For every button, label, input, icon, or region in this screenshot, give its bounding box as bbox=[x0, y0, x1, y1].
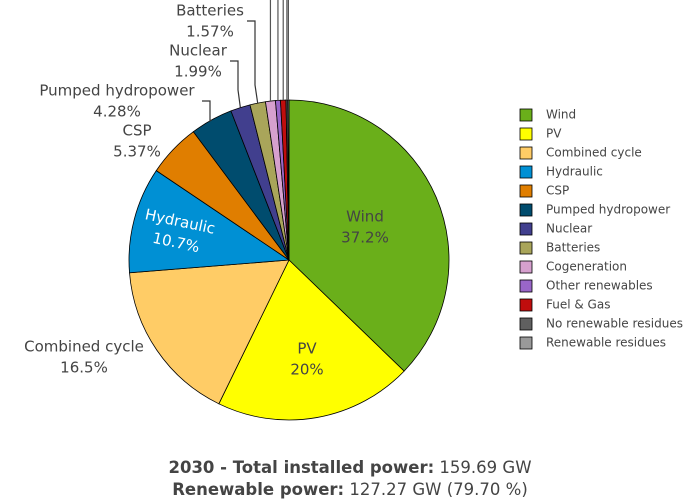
renewable-power-label: Renewable power: bbox=[172, 480, 345, 499]
legend-swatch-fuel-gas[interactable] bbox=[519, 298, 533, 312]
slice-name-wind: Wind bbox=[346, 208, 384, 226]
slice-name-nuclear: Nuclear bbox=[169, 42, 228, 60]
renewable-power-line: Renewable power: 127.27 GW (79.70 %) bbox=[0, 479, 700, 501]
legend-label-batteries[interactable]: Batteries bbox=[546, 241, 600, 255]
leader-nuclear bbox=[230, 60, 241, 108]
slice-name-csp: CSP bbox=[122, 122, 151, 140]
legend-swatch-nuclear[interactable] bbox=[519, 222, 533, 236]
renewable-power-value: 127.27 GW (79.70 %) bbox=[344, 480, 528, 499]
legend-label-no-renewable-residues[interactable]: No renewable residues bbox=[546, 317, 683, 331]
legend-swatch-wind[interactable] bbox=[519, 108, 533, 122]
legend-swatch-batteries[interactable] bbox=[519, 241, 533, 255]
total-power-label: 2030 - Total installed power: bbox=[168, 458, 435, 477]
slice-hydraulic bbox=[128, 170, 291, 274]
legend-label-renewable-residues[interactable]: Renewable residues bbox=[546, 336, 666, 350]
legend-label-fuel-gas[interactable]: Fuel & Gas bbox=[546, 298, 610, 312]
slice-name-combined-cycle: Combined cycle bbox=[24, 338, 144, 356]
legend-swatch-pumped-hydropower[interactable] bbox=[519, 203, 533, 217]
slice-value-csp: 5.37% bbox=[113, 143, 161, 161]
legend-swatch-renewable-residues[interactable] bbox=[519, 336, 533, 350]
slice-renewable-residues bbox=[287, 99, 290, 261]
slice-value-wind: 37.2% bbox=[341, 229, 389, 247]
pie-slices bbox=[128, 99, 450, 421]
legend-swatch-csp[interactable] bbox=[519, 184, 533, 198]
legend-label-pv[interactable]: PV bbox=[546, 127, 562, 141]
legend-label-nuclear[interactable]: Nuclear bbox=[546, 222, 592, 236]
legend-swatch-pv[interactable] bbox=[519, 127, 533, 141]
leader-pumped-hydropower bbox=[202, 100, 212, 123]
legend-label-cogeneration[interactable]: Cogeneration bbox=[546, 260, 627, 274]
total-power-value: 159.69 GW bbox=[434, 458, 532, 477]
slice-value-pv: 20% bbox=[290, 361, 323, 379]
slice-value-combined-cycle: 16.5% bbox=[60, 359, 108, 377]
legend-swatch-no-renewable-residues[interactable] bbox=[519, 317, 533, 331]
slice-value-batteries: 1.57% bbox=[186, 23, 234, 41]
legend-swatch-other-renewables[interactable] bbox=[519, 279, 533, 293]
legend-swatch-cogeneration[interactable] bbox=[519, 260, 533, 274]
legend: Wind PV Combined cycle Hydraulic CSP Pumped h… bbox=[519, 108, 683, 350]
slice-name-batteries: Batteries bbox=[176, 2, 244, 20]
legend-label-wind[interactable]: Wind bbox=[546, 108, 576, 122]
leader-batteries bbox=[247, 20, 259, 104]
legend-label-csp[interactable]: CSP bbox=[546, 184, 569, 198]
legend-swatch-combined-cycle[interactable] bbox=[519, 146, 533, 160]
legend-label-other-renewables[interactable]: Other renewables bbox=[546, 279, 653, 293]
leader-lines bbox=[202, 0, 289, 123]
legend-label-combined-cycle[interactable]: Combined cycle bbox=[546, 146, 642, 160]
slice-combined-cycle bbox=[129, 259, 290, 405]
slice-name-pv: PV bbox=[297, 340, 317, 358]
slice-pv bbox=[218, 259, 405, 421]
slice-name-pumped-hydropower: Pumped hydropower bbox=[39, 82, 195, 100]
slice-value-nuclear: 1.99% bbox=[174, 63, 222, 81]
legend-label-pumped-hydropower[interactable]: Pumped hydropower bbox=[546, 203, 670, 217]
slice-value-pumped-hydropower: 4.28% bbox=[93, 103, 141, 121]
slice-wind bbox=[288, 99, 450, 372]
legend-label-hydraulic[interactable]: Hydraulic bbox=[546, 165, 603, 179]
total-power-line: 2030 - Total installed power: 159.69 GW bbox=[0, 457, 700, 479]
legend-swatch-hydraulic[interactable] bbox=[519, 165, 533, 179]
